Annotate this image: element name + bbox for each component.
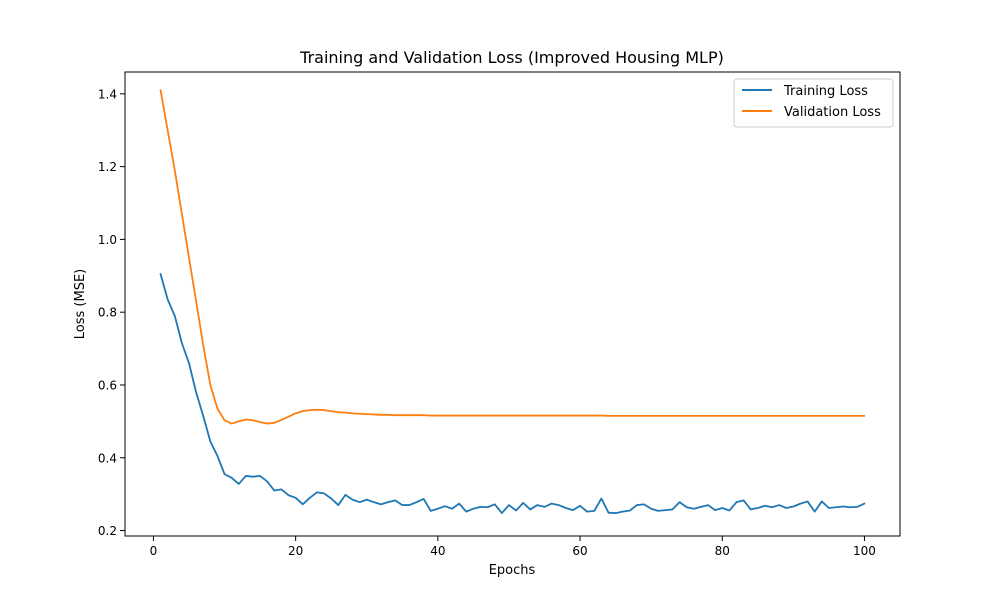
x-tick-label: 100 xyxy=(853,544,876,558)
x-tick-label: 60 xyxy=(572,544,587,558)
y-tick-label: 0.8 xyxy=(98,306,117,320)
y-tick-label: 1.4 xyxy=(98,87,117,101)
legend: Training Loss Validation Loss xyxy=(733,78,894,128)
y-tick-label: 0.2 xyxy=(98,524,117,538)
plot-frame xyxy=(124,71,901,537)
y-tick-label: 0.6 xyxy=(98,378,117,392)
x-tick-label: 80 xyxy=(715,544,730,558)
y-tick-label: 1.2 xyxy=(98,160,117,174)
y-tick-label: 0.4 xyxy=(98,451,117,465)
y-axis-label: Loss (MSE) xyxy=(73,269,88,339)
x-axis-label: Epochs xyxy=(489,563,536,578)
y-tick-label: 1.0 xyxy=(98,233,117,247)
ticks-layer: 0 20 40 60 80 100 0.2 0.4 0.6 0.8 1.0 1.2 1.4 xyxy=(98,87,876,558)
legend-label-training: Training Loss xyxy=(783,84,868,99)
series-line-validation-loss xyxy=(159,89,866,425)
series-line-training-loss xyxy=(159,273,866,514)
chart-title: Training and Validation Loss (Improved H… xyxy=(299,48,724,67)
x-tick-label: 0 xyxy=(150,544,158,558)
legend-label-validation: Validation Loss xyxy=(784,105,881,120)
legend-box xyxy=(733,78,894,128)
x-tick-label: 40 xyxy=(430,544,445,558)
x-tick-label: 20 xyxy=(288,544,303,558)
series-layer xyxy=(159,89,866,514)
